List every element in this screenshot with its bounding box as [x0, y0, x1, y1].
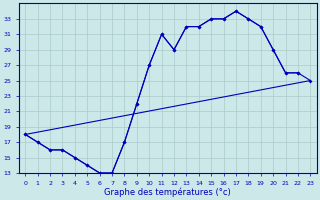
X-axis label: Graphe des températures (°c): Graphe des températures (°c): [104, 187, 231, 197]
